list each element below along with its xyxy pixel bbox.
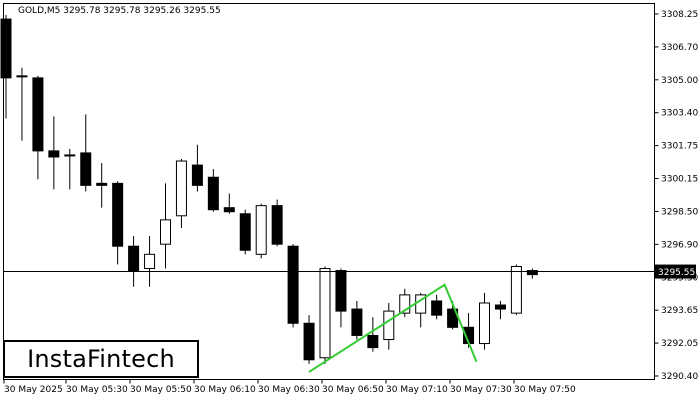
candle [175, 159, 187, 228]
bear-candle-body [0, 18, 12, 79]
candle [64, 148, 76, 190]
bear-candle-body [335, 270, 347, 312]
candle [383, 302, 395, 350]
price-tick-label: 3293.65 [661, 306, 698, 316]
bear-candle-body [239, 213, 251, 251]
candle [510, 264, 522, 316]
bear-candle-body [223, 207, 235, 213]
bear-candle-body [351, 308, 363, 336]
candles-layer [0, 15, 538, 364]
time-tick-label: 30 May 06:50 [322, 385, 384, 395]
current-price-label: 3295.55 [658, 268, 695, 278]
candle [335, 268, 347, 328]
bear-candle-body [367, 334, 379, 349]
price-axis[interactable]: 3308.25 3306.70 3305.00 3303.40 3301.75 3300.… [654, 10, 699, 382]
price-tick-label: 3290.40 [661, 372, 698, 382]
bull-candle-body [510, 265, 522, 314]
bull-candle-body [319, 268, 331, 359]
candle [48, 116, 60, 190]
bull-candle-body [479, 302, 490, 345]
candle [494, 300, 506, 320]
candle [160, 183, 171, 269]
time-tick-label: 30 May 06:30 [258, 385, 320, 395]
time-tick-label: 30 May 05:30 [66, 385, 128, 395]
candle [223, 193, 235, 214]
price-tick-label: 3300.15 [661, 175, 698, 185]
candle [287, 244, 299, 328]
time-tick-label: 30 May 05:50 [130, 385, 192, 395]
bear-candle-body [32, 77, 44, 152]
candle [80, 114, 92, 192]
bear-candle-body [112, 182, 124, 247]
price-tick-label: 3305.00 [661, 76, 698, 86]
time-tick-label: 30 May 06:10 [194, 385, 256, 395]
candle [144, 236, 156, 287]
candle [32, 75, 44, 180]
bear-candle-body [526, 270, 538, 276]
bull-candle-body [160, 219, 171, 245]
candle [526, 268, 538, 279]
bear-candle-body [207, 176, 219, 211]
candle [128, 236, 140, 287]
candle [319, 266, 331, 364]
bear-candle-body [96, 182, 108, 186]
price-tick-label: 3306.70 [661, 43, 698, 53]
bear-candle-body [191, 164, 203, 186]
bear-candle-body [128, 245, 140, 272]
time-tick-label: 30 May 2025 [4, 385, 63, 395]
bear-candle-body [64, 154, 76, 157]
candle [303, 315, 315, 364]
candle [367, 317, 379, 352]
bear-candle-body [431, 300, 443, 316]
candle [271, 199, 283, 247]
price-tick-label: 3292.05 [661, 339, 698, 349]
bull-candle-body [255, 205, 267, 255]
bull-candle-body [399, 294, 411, 314]
time-tick-label: 30 May 07:50 [514, 385, 576, 395]
candle [351, 300, 363, 340]
candle [112, 181, 124, 265]
logo-text: InstaFintech [27, 345, 175, 373]
price-tick-label: 3308.25 [661, 10, 698, 20]
current-price-tag-background [655, 264, 696, 279]
candle [399, 288, 411, 318]
symbol-info: GOLD,M5 3295.78 3295.78 3295.26 3295.55 [18, 6, 221, 16]
candle [16, 67, 28, 141]
candle [207, 169, 219, 212]
price-tick-label: 3301.75 [661, 142, 698, 152]
candle [0, 15, 12, 119]
bull-candle-body [175, 160, 187, 217]
time-tick-label: 30 May 07:10 [386, 385, 448, 395]
candle [255, 203, 267, 259]
price-tick-label: 3303.40 [661, 109, 698, 119]
bear-candle-body [271, 205, 283, 245]
bull-candle-body [383, 310, 395, 340]
candle [191, 144, 203, 192]
candle [479, 292, 490, 350]
price-tick-label: 3298.50 [661, 207, 698, 217]
bear-candle-body [303, 322, 315, 361]
candle [96, 163, 108, 208]
current-price-tag: 3295.55 [655, 264, 696, 279]
time-tick-label: 30 May 07:30 [450, 385, 512, 395]
candle [431, 294, 443, 320]
bear-candle-body [16, 75, 28, 78]
candle [239, 209, 251, 255]
bear-candle-body [80, 152, 92, 186]
bear-candle-body [287, 245, 299, 324]
pattern-line [308, 283, 478, 373]
bull-candle-body [144, 253, 156, 270]
bear-candle-body [48, 150, 60, 158]
time-axis[interactable]: 30 May 2025 30 May 05:30 30 May 05:50 30 Ma… [3, 379, 576, 396]
double-bottom-pattern [308, 283, 478, 373]
bear-candle-body [494, 304, 506, 310]
brand-logo: InstaFintech [3, 340, 199, 378]
price-tick-label: 3296.90 [661, 240, 698, 250]
